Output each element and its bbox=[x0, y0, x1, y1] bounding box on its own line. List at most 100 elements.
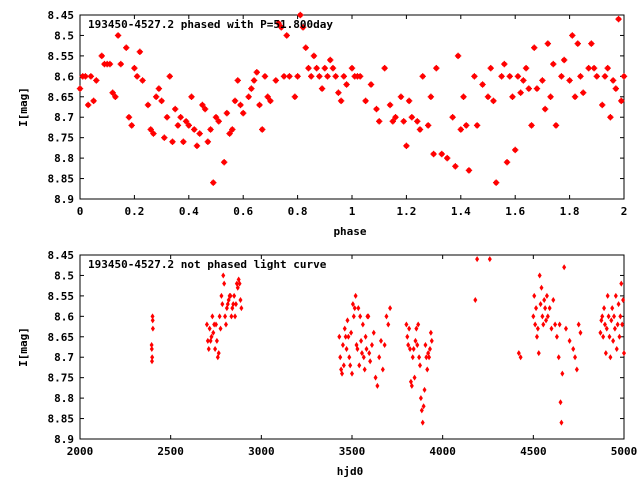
phased-data-point bbox=[465, 167, 473, 174]
phased-data-point bbox=[212, 114, 220, 121]
phased-data-point bbox=[125, 114, 133, 121]
phased-data-point bbox=[280, 73, 288, 80]
phased-data-point bbox=[522, 64, 530, 72]
phased-x-tick-label: 1.8 bbox=[560, 205, 580, 218]
unphased-data-point bbox=[211, 329, 216, 336]
unphased-data-point bbox=[361, 354, 366, 361]
unphased-data-point bbox=[406, 341, 411, 348]
unphased-data-point bbox=[204, 321, 209, 328]
unphased-data-point bbox=[422, 386, 427, 393]
unphased-data-point bbox=[410, 354, 415, 361]
unphased-data-point bbox=[427, 354, 432, 361]
unphased-data-point bbox=[606, 313, 611, 320]
unphased-data-point bbox=[347, 354, 352, 361]
phased-data-point bbox=[174, 122, 182, 129]
phased-data-point bbox=[158, 97, 165, 105]
phased-data-point bbox=[275, 19, 282, 27]
unphased-data-point bbox=[614, 346, 619, 353]
phased-data-point bbox=[98, 52, 105, 60]
unphased-data-point bbox=[547, 305, 552, 312]
phased-data-point bbox=[580, 89, 587, 96]
phased-data-point bbox=[618, 97, 625, 105]
unphased-data-point bbox=[235, 284, 240, 291]
unphased-y-axis-title: I[mag] bbox=[17, 327, 30, 367]
unphased-data-point bbox=[344, 346, 349, 353]
phased-data-point bbox=[155, 85, 163, 92]
phased-data-point bbox=[245, 93, 252, 100]
unphased-data-point bbox=[534, 333, 539, 340]
unphased-data-point bbox=[421, 403, 426, 410]
unphased-data-point bbox=[429, 337, 434, 344]
unphased-x-tick-label: 2000 bbox=[67, 445, 94, 458]
unphased-data-point bbox=[571, 346, 576, 353]
phased-data-point bbox=[90, 97, 97, 105]
phased-data-point bbox=[337, 97, 345, 105]
unphased-y-tick-label: 8.7 bbox=[54, 351, 74, 364]
unphased-data-point bbox=[423, 341, 428, 348]
unphased-data-point bbox=[516, 350, 521, 357]
unphased-data-point bbox=[384, 313, 389, 320]
unphased-data-point bbox=[386, 321, 391, 328]
phased-data-point bbox=[389, 118, 396, 125]
unphased-data-point bbox=[544, 292, 549, 299]
unphased-data-point bbox=[610, 305, 615, 312]
unphased-y-tick-label: 8.45 bbox=[48, 249, 75, 262]
phased-data-point bbox=[207, 126, 214, 133]
phased-data-point bbox=[433, 64, 440, 72]
unphased-data-point bbox=[231, 301, 236, 308]
unphased-data-point bbox=[220, 301, 225, 308]
phased-data-point bbox=[541, 105, 549, 113]
unphased-data-point bbox=[355, 346, 360, 353]
phased-data-point bbox=[400, 118, 407, 125]
phased-data-point bbox=[550, 60, 557, 68]
unphased-data-point bbox=[382, 341, 387, 348]
phased-data-point bbox=[609, 77, 617, 84]
unphased-data-point bbox=[359, 337, 364, 344]
unphased-data-point bbox=[554, 333, 559, 340]
phased-data-point bbox=[599, 101, 606, 109]
phased-data-point bbox=[574, 40, 581, 47]
phased-data-point bbox=[305, 64, 312, 72]
phased-data-point bbox=[367, 81, 375, 88]
phased-data-point bbox=[449, 114, 456, 121]
unphased-data-point bbox=[609, 317, 614, 324]
unphased-data-point bbox=[357, 362, 362, 369]
unphased-data-point bbox=[362, 366, 367, 373]
phased-data-point bbox=[261, 73, 269, 80]
unphased-data-point bbox=[420, 419, 425, 426]
phased-data-point bbox=[588, 40, 595, 47]
unphased-data-point bbox=[337, 333, 342, 340]
unphased-data-point bbox=[617, 333, 622, 340]
unphased-data-point bbox=[428, 329, 433, 336]
phased-data-point bbox=[484, 93, 492, 100]
phased-data-point bbox=[204, 138, 212, 145]
phased-data-point bbox=[161, 134, 168, 141]
unphased-data-point bbox=[418, 395, 423, 402]
phased-y-tick-label: 8.8 bbox=[54, 152, 74, 165]
phased-data-point bbox=[362, 97, 369, 105]
unphased-data-point bbox=[607, 333, 612, 340]
unphased-data-point bbox=[350, 370, 354, 377]
phased-data-point bbox=[531, 44, 538, 51]
unphased-data-point bbox=[359, 350, 364, 357]
phased-data-point bbox=[577, 73, 584, 80]
unphased-x-tick-label: 2500 bbox=[157, 445, 184, 458]
phased-data-point bbox=[220, 159, 228, 166]
unphased-data-point bbox=[532, 292, 537, 299]
phased-data-point bbox=[405, 97, 413, 105]
unphased-data-point bbox=[608, 354, 613, 361]
phased-data-point bbox=[348, 64, 356, 72]
unphased-data-point bbox=[366, 313, 371, 320]
unphased-data-point bbox=[214, 337, 219, 344]
phased-data-point bbox=[471, 73, 478, 80]
unphased-data-point bbox=[578, 329, 583, 336]
phased-data-point bbox=[517, 89, 524, 96]
phased-data-point bbox=[131, 64, 138, 72]
phased-data-point bbox=[248, 85, 255, 92]
unphased-y-tick-label: 8.5 bbox=[54, 269, 74, 282]
phased-data-point bbox=[512, 146, 519, 154]
phased-data-point bbox=[193, 142, 201, 150]
phased-data-point bbox=[430, 150, 437, 158]
phased-data-point bbox=[343, 81, 350, 88]
phased-data-point bbox=[503, 159, 511, 166]
